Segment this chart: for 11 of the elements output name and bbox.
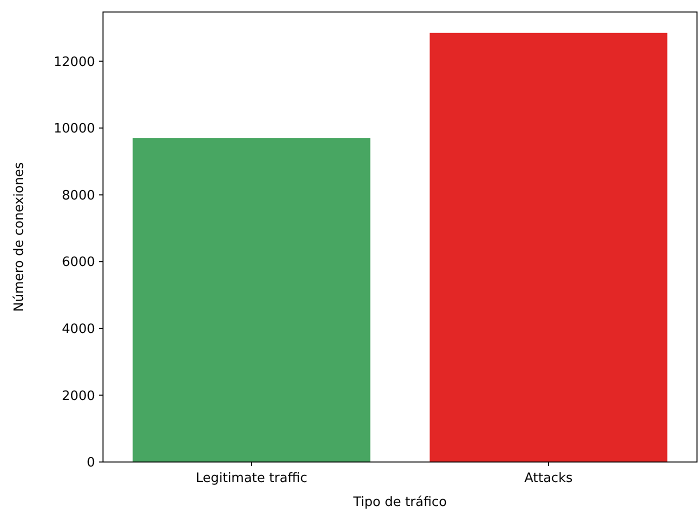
x-axis-title: Tipo de tráfico — [352, 495, 447, 510]
y-tick-label: 10000 — [54, 122, 95, 137]
y-tick-label: 2000 — [62, 388, 95, 404]
x-tick-label: Legitimate traffic — [196, 471, 308, 486]
y-tick-label: 0 — [86, 456, 95, 471]
y-tick-label: 8000 — [62, 188, 95, 204]
x-tick-label: Attacks — [524, 471, 573, 486]
y-tick-label: 4000 — [62, 322, 95, 337]
y-tick-label: 6000 — [62, 255, 95, 270]
y-axis-title: Número de conexiones — [12, 162, 27, 312]
y-tick-label: 12000 — [54, 54, 95, 70]
